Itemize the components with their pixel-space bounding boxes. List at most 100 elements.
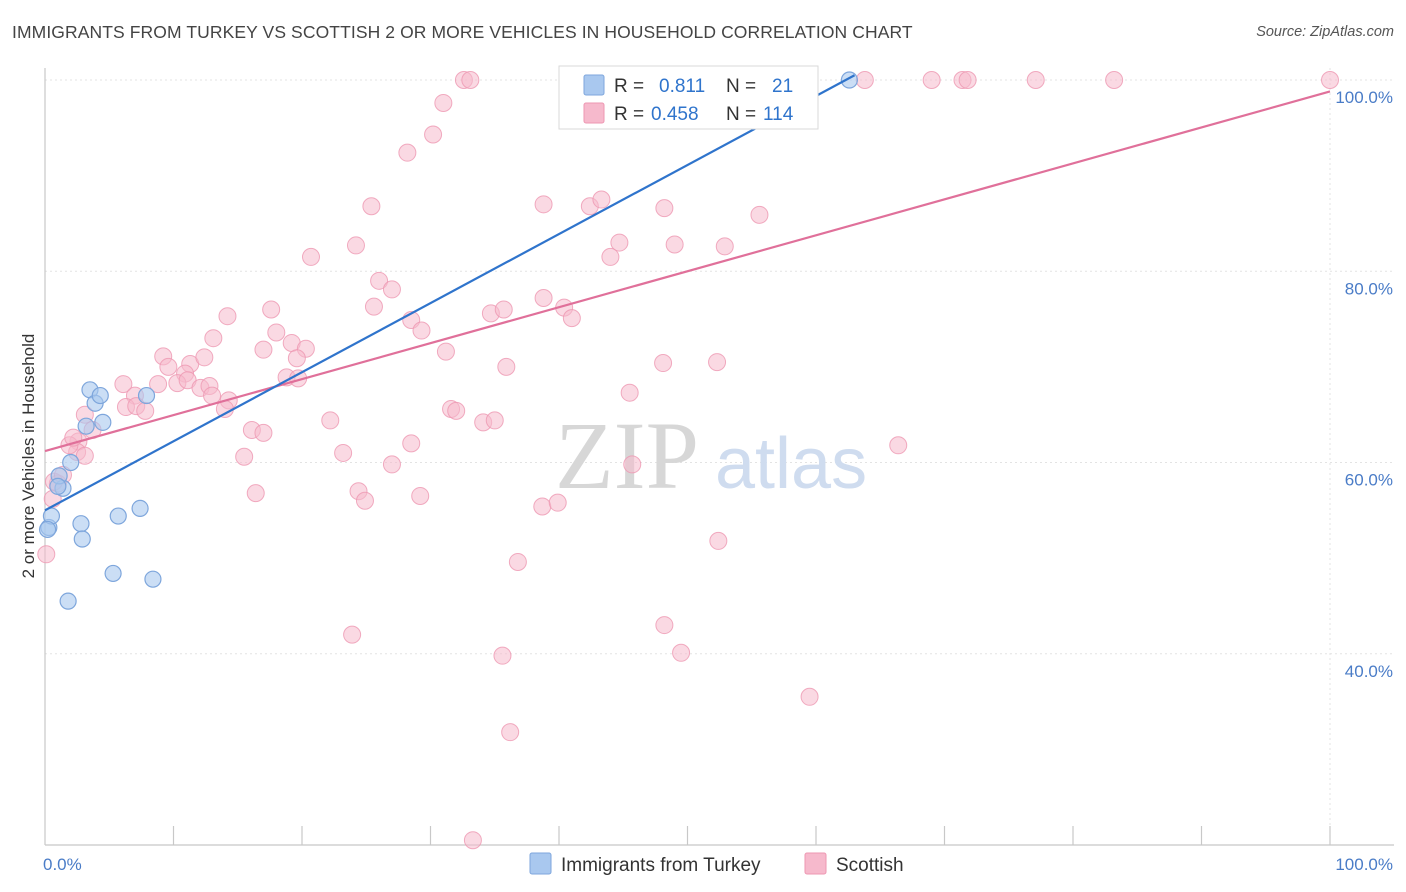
scottish-point-53 bbox=[159, 357, 178, 376]
scottish-point-99 bbox=[654, 354, 673, 373]
scottish-point-109 bbox=[463, 831, 482, 850]
x-tick-label-max: 100.0% bbox=[1335, 855, 1393, 874]
scottish-point-27 bbox=[665, 235, 684, 254]
scottish-point-75 bbox=[321, 411, 340, 430]
scottish-point-28 bbox=[715, 237, 734, 256]
scottish-point-5 bbox=[855, 71, 874, 89]
scottish-point-34 bbox=[534, 289, 553, 308]
scottish-point-103 bbox=[343, 625, 362, 644]
scottish-point-22 bbox=[592, 190, 611, 209]
watermark-atlas: atlas bbox=[715, 424, 867, 504]
legend-n-value-turkey: 21 bbox=[772, 76, 793, 97]
legend-swatch-turkey bbox=[583, 74, 605, 96]
correlation-legend: R = 0.811 N = 21 R = 0.458 N = 114 bbox=[558, 65, 819, 130]
scottish-point-94 bbox=[37, 545, 56, 564]
scottish-point-30 bbox=[601, 247, 620, 266]
scottish-point-83 bbox=[235, 447, 254, 466]
watermark-zip: ZIP bbox=[555, 402, 699, 509]
scottish-point-102 bbox=[889, 436, 908, 455]
scottish-point-24 bbox=[750, 205, 769, 224]
scottish-point-41 bbox=[412, 321, 431, 340]
trendlines bbox=[44, 74, 1331, 512]
y-tick-labels: 40.0% 60.0% 80.0% 100.0% bbox=[1335, 88, 1393, 681]
axes bbox=[44, 68, 1394, 846]
legend-r-label-scottish: R = bbox=[614, 104, 644, 125]
scottish-point-101 bbox=[620, 383, 639, 402]
scottish-point-17 bbox=[398, 143, 417, 162]
scottish-point-113 bbox=[75, 446, 94, 465]
scottish-point-16 bbox=[424, 125, 443, 144]
legend-n-label-turkey: N = bbox=[726, 76, 756, 97]
scottish-point-90 bbox=[533, 497, 552, 516]
scottish-point-91 bbox=[548, 493, 567, 512]
scottish-point-107 bbox=[800, 687, 819, 706]
scottish-point-97 bbox=[485, 411, 504, 430]
turkey-point-11 bbox=[73, 530, 91, 548]
legend-r-value-scottish: 0.458 bbox=[651, 104, 699, 125]
scottish-point-59 bbox=[149, 375, 168, 394]
scottish-trendline bbox=[44, 90, 1331, 453]
series-legend: Immigrants from Turkey Scottish bbox=[529, 852, 904, 876]
scottish-point-46 bbox=[254, 340, 273, 359]
scottish-point-31 bbox=[364, 297, 383, 316]
scottish-point-69 bbox=[136, 401, 155, 420]
scottish-point-29 bbox=[301, 247, 320, 266]
turkey-trendline bbox=[44, 74, 856, 512]
x-tick-label-min: 0.0% bbox=[43, 855, 82, 874]
scottish-point-11 bbox=[1321, 71, 1339, 89]
scottish-point-45 bbox=[204, 329, 223, 348]
scottish-point-19 bbox=[362, 197, 381, 216]
turkey-point-12 bbox=[109, 507, 127, 525]
scottish-point-9 bbox=[1026, 71, 1045, 89]
legend-swatch-scottish bbox=[583, 102, 605, 124]
scottish-point-32 bbox=[370, 271, 389, 290]
turkey-point-8 bbox=[77, 417, 95, 435]
x-axis-ticks bbox=[172, 826, 1331, 845]
watermark: ZIP atlas bbox=[555, 402, 867, 509]
scottish-point-1 bbox=[461, 71, 480, 89]
scottish-point-100 bbox=[708, 353, 727, 372]
scottish-point-73 bbox=[447, 401, 466, 420]
scottish-point-33 bbox=[382, 280, 401, 299]
scottish-point-39 bbox=[262, 300, 281, 319]
scottish-point-104 bbox=[655, 616, 674, 635]
scottish-point-14 bbox=[434, 93, 453, 112]
series-legend-swatch-scottish bbox=[804, 852, 827, 875]
scottish-point-105 bbox=[493, 646, 512, 665]
scottish-point-86 bbox=[246, 484, 265, 503]
turkey-point-18 bbox=[38, 520, 57, 539]
scottish-point-62 bbox=[114, 375, 133, 394]
turkey-point-16 bbox=[59, 592, 77, 610]
scottish-point-52 bbox=[287, 349, 306, 368]
scottish-point-88 bbox=[355, 491, 374, 510]
scottish-point-6 bbox=[922, 71, 941, 89]
series-legend-swatch-turkey bbox=[529, 852, 552, 875]
chart-source: Source: ZipAtlas.com bbox=[1256, 24, 1394, 40]
scottish-point-48 bbox=[436, 342, 455, 361]
turkey-point-17 bbox=[137, 386, 156, 405]
scottish-point-42 bbox=[218, 307, 237, 326]
scottish-point-108 bbox=[501, 723, 520, 742]
scottish-point-84 bbox=[382, 455, 401, 474]
turkey-point-14 bbox=[104, 564, 122, 583]
scottish-point-89 bbox=[411, 486, 430, 505]
y-tick-label-2: 80.0% bbox=[1345, 279, 1393, 298]
legend-n-value-scottish: 114 bbox=[763, 104, 794, 125]
chart-title: IMMIGRANTS FROM TURKEY VS SCOTTISH 2 OR … bbox=[12, 22, 913, 42]
series-legend-label-scottish: Scottish bbox=[836, 855, 904, 876]
scottish-point-23 bbox=[655, 199, 674, 218]
scottish-point-81 bbox=[402, 434, 421, 453]
turkey-point-20 bbox=[49, 477, 67, 496]
scottish-point-10 bbox=[1105, 71, 1124, 89]
series-legend-label-turkey: Immigrants from Turkey bbox=[561, 855, 761, 876]
legend-n-label-scottish: N = bbox=[726, 104, 756, 125]
turkey-point-9 bbox=[94, 413, 112, 431]
y-tick-label-3: 100.0% bbox=[1335, 88, 1393, 107]
y-axis-title: 2 or more Vehicles in Household bbox=[19, 334, 38, 579]
scottish-point-98 bbox=[497, 357, 516, 376]
scottish-point-8 bbox=[958, 71, 977, 89]
scottish-point-82 bbox=[334, 443, 353, 462]
y-tick-label-0: 40.0% bbox=[1345, 662, 1393, 681]
legend-r-value-turkey: 0.811 bbox=[659, 76, 705, 97]
